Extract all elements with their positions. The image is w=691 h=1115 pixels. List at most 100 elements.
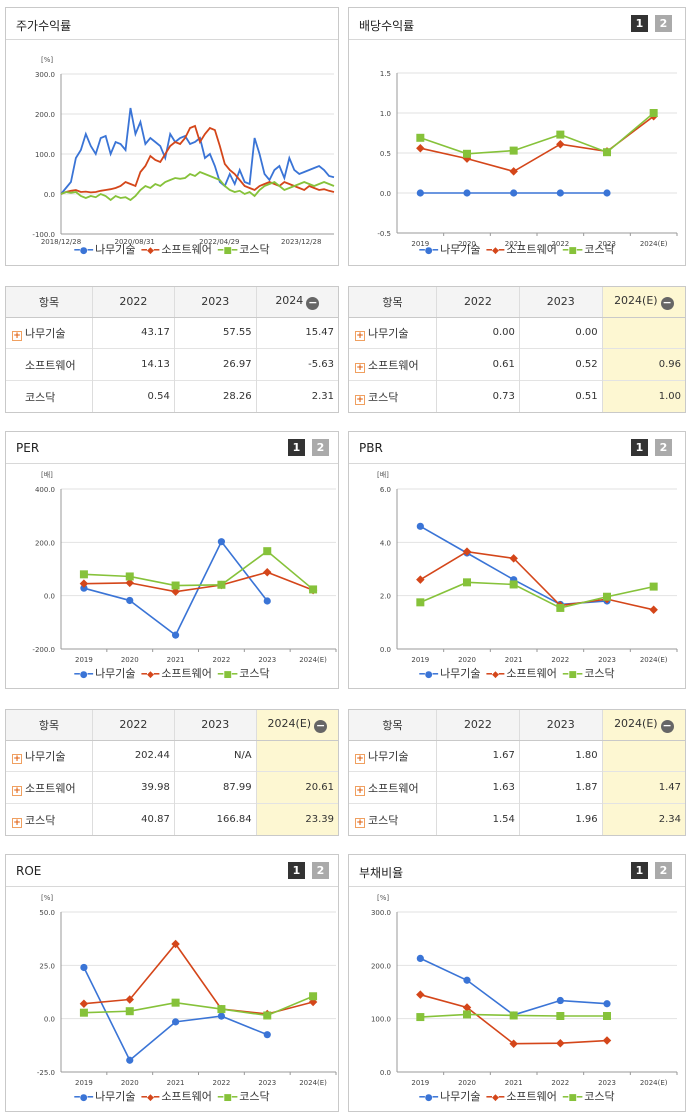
data-point[interactable] <box>416 133 425 142</box>
data-point[interactable] <box>462 547 472 556</box>
expand-plus-icon[interactable]: + <box>12 330 22 341</box>
view-1-button[interactable]: 1 <box>631 439 648 456</box>
data-point[interactable] <box>416 522 424 530</box>
legend-item[interactable]: ━◆━ 소프트웨어 <box>487 243 557 256</box>
data-point[interactable] <box>263 547 272 556</box>
expand-plus-icon[interactable]: + <box>12 753 22 764</box>
data-point[interactable] <box>79 999 89 1008</box>
data-point[interactable] <box>416 189 424 197</box>
legend-item[interactable]: ━■━ 코스닥 <box>563 243 615 256</box>
data-point[interactable] <box>125 578 134 588</box>
data-point[interactable] <box>416 990 425 999</box>
view-2-button[interactable]: 2 <box>655 439 672 456</box>
data-point[interactable] <box>125 1007 134 1016</box>
data-point[interactable] <box>510 189 518 197</box>
data-point[interactable] <box>556 1038 565 1048</box>
collapse-minus-icon[interactable]: − <box>660 295 674 310</box>
view-2-button[interactable]: 2 <box>312 862 329 879</box>
data-point[interactable] <box>556 189 564 197</box>
data-point[interactable] <box>556 603 565 612</box>
data-point[interactable] <box>263 1031 271 1039</box>
data-point[interactable] <box>126 596 134 605</box>
data-point[interactable] <box>263 1011 272 1020</box>
collapse-minus-icon[interactable]: − <box>314 718 328 733</box>
expand-plus-icon[interactable]: + <box>355 817 365 828</box>
data-point[interactable] <box>171 998 180 1007</box>
data-point[interactable] <box>217 1012 226 1020</box>
data-point[interactable] <box>463 189 471 197</box>
legend-item[interactable]: ━■━ 코스닥 <box>563 667 615 680</box>
data-point[interactable] <box>416 575 425 584</box>
data-point[interactable] <box>171 631 180 639</box>
legend-item[interactable]: ━◆━ 소프트웨어 <box>487 1090 557 1103</box>
view-2-button[interactable]: 2 <box>655 862 672 879</box>
legend-item[interactable]: ━◆━ 소프트웨어 <box>142 667 212 680</box>
view-1-button[interactable]: 1 <box>631 862 648 879</box>
data-point[interactable] <box>509 580 518 589</box>
legend-item[interactable]: ━●━ 나무기술 <box>74 667 135 680</box>
expand-plus-icon[interactable]: + <box>355 394 365 405</box>
data-point[interactable] <box>171 581 180 590</box>
legend-item[interactable]: ━◆━ 소프트웨어 <box>142 1090 212 1103</box>
data-point[interactable] <box>416 954 424 962</box>
data-point[interactable] <box>217 580 226 589</box>
data-point[interactable] <box>649 109 658 117</box>
legend-item[interactable]: ━■━ 코스닥 <box>218 667 270 680</box>
view-2-button[interactable]: 2 <box>655 15 672 32</box>
data-point[interactable] <box>556 139 565 149</box>
view-2-button[interactable]: 2 <box>312 439 329 456</box>
view-1-button[interactable]: 1 <box>288 439 305 456</box>
data-point[interactable] <box>263 567 272 577</box>
expand-plus-icon[interactable]: + <box>12 817 22 828</box>
data-point[interactable] <box>463 149 471 158</box>
data-point[interactable] <box>171 1018 180 1026</box>
data-point[interactable] <box>602 1036 612 1045</box>
data-point[interactable] <box>556 1012 565 1020</box>
data-point[interactable] <box>603 148 611 157</box>
legend-item[interactable]: ━●━ 나무기술 <box>419 1090 480 1103</box>
expand-plus-icon[interactable]: + <box>355 753 365 764</box>
collapse-minus-icon[interactable]: − <box>660 718 674 733</box>
legend-item[interactable]: ━■━ 코스닥 <box>218 243 270 256</box>
data-point[interactable] <box>509 167 518 176</box>
data-point[interactable] <box>79 1008 88 1017</box>
data-point[interactable] <box>603 1012 611 1020</box>
data-point[interactable] <box>649 582 658 591</box>
data-point[interactable] <box>263 597 271 605</box>
legend-item[interactable]: ━●━ 나무기술 <box>419 667 480 680</box>
view-1-button[interactable]: 1 <box>631 15 648 32</box>
data-point[interactable] <box>171 587 180 596</box>
data-point[interactable] <box>416 598 425 607</box>
data-point[interactable] <box>603 592 611 601</box>
data-point[interactable] <box>126 1056 134 1064</box>
legend-item[interactable]: ━■━ 코스닥 <box>563 1090 615 1103</box>
legend-item[interactable]: ━●━ 나무기술 <box>74 243 135 256</box>
view-1-button[interactable]: 1 <box>288 862 305 879</box>
data-point[interactable] <box>603 189 611 197</box>
legend-item[interactable]: ━●━ 나무기술 <box>419 243 480 256</box>
data-point[interactable] <box>463 1010 471 1019</box>
expand-plus-icon[interactable]: + <box>355 330 365 341</box>
expand-plus-icon[interactable]: + <box>355 785 365 796</box>
data-point[interactable] <box>217 538 226 546</box>
data-point[interactable] <box>463 578 471 587</box>
data-point[interactable] <box>463 976 471 984</box>
data-point[interactable] <box>79 570 88 579</box>
legend-item[interactable]: ━■━ 코스닥 <box>218 1090 270 1103</box>
data-point[interactable] <box>509 146 518 155</box>
legend-item[interactable]: ━●━ 나무기술 <box>74 1090 135 1103</box>
data-point[interactable] <box>217 1005 226 1014</box>
data-point[interactable] <box>509 1011 518 1020</box>
data-point[interactable] <box>80 963 88 972</box>
data-point[interactable] <box>649 605 658 615</box>
data-point[interactable] <box>79 579 89 588</box>
data-point[interactable] <box>603 1000 611 1008</box>
data-point[interactable] <box>556 130 565 139</box>
expand-plus-icon[interactable]: + <box>355 362 365 373</box>
legend-item[interactable]: ━◆━ 소프트웨어 <box>142 243 212 256</box>
legend-item[interactable]: ━◆━ 소프트웨어 <box>487 667 557 680</box>
expand-plus-icon[interactable]: + <box>12 785 22 796</box>
data-point[interactable] <box>80 584 88 592</box>
data-point[interactable] <box>309 585 318 594</box>
data-point[interactable] <box>125 572 134 581</box>
